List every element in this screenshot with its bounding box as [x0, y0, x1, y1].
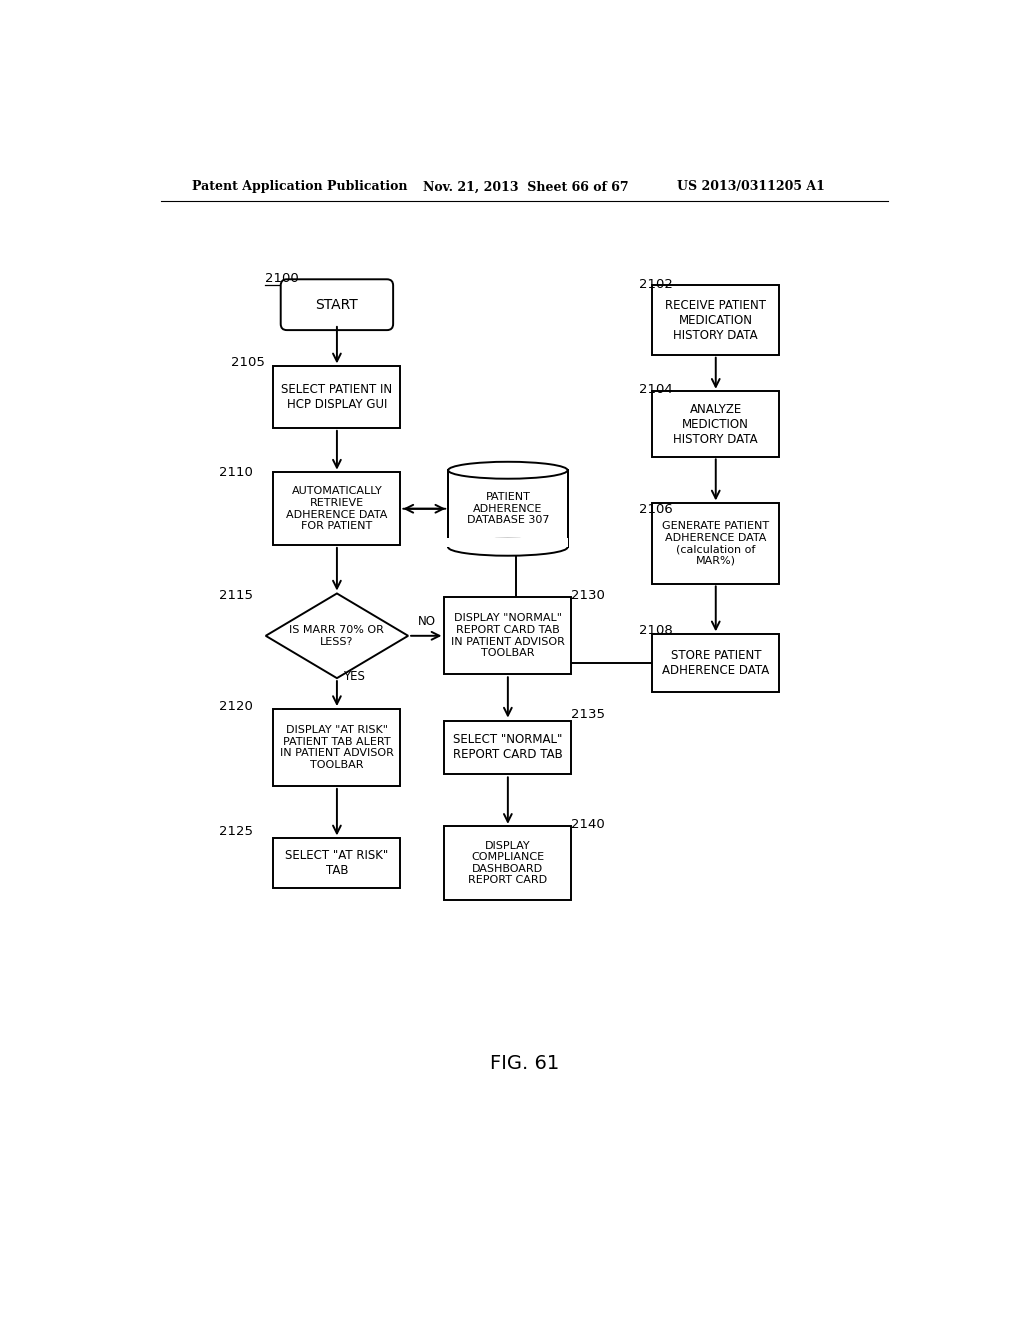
- Text: RECEIVE PATIENT
MEDICATION
HISTORY DATA: RECEIVE PATIENT MEDICATION HISTORY DATA: [666, 298, 766, 342]
- Bar: [273, 367, 400, 428]
- Text: Nov. 21, 2013  Sheet 66 of 67: Nov. 21, 2013 Sheet 66 of 67: [423, 181, 629, 194]
- Text: PATIENT
ADHERENCE
DATABASE 307: PATIENT ADHERENCE DATABASE 307: [467, 492, 549, 525]
- Text: YES: YES: [343, 671, 365, 684]
- Text: DISPLAY
COMPLIANCE
DASHBOARD
REPORT CARD: DISPLAY COMPLIANCE DASHBOARD REPORT CARD: [468, 841, 548, 886]
- Text: SELECT PATIENT IN
HCP DISPLAY GUI: SELECT PATIENT IN HCP DISPLAY GUI: [282, 383, 392, 411]
- Text: 2105: 2105: [230, 355, 264, 368]
- Text: US 2013/0311205 A1: US 2013/0311205 A1: [677, 181, 825, 194]
- Bar: [652, 285, 779, 355]
- Text: FIG. 61: FIG. 61: [490, 1053, 559, 1073]
- Bar: [444, 597, 571, 675]
- FancyBboxPatch shape: [281, 280, 393, 330]
- Text: 2106: 2106: [639, 503, 673, 516]
- Bar: [273, 838, 400, 888]
- Text: 2104: 2104: [639, 383, 673, 396]
- Text: DISPLAY "NORMAL"
REPORT CARD TAB
IN PATIENT ADVISOR
TOOLBAR: DISPLAY "NORMAL" REPORT CARD TAB IN PATI…: [451, 614, 565, 659]
- Text: 2125: 2125: [219, 825, 253, 838]
- Bar: [652, 503, 779, 583]
- Text: 2110: 2110: [219, 466, 253, 479]
- Bar: [444, 721, 571, 775]
- Bar: [444, 826, 571, 899]
- Ellipse shape: [449, 539, 567, 556]
- Polygon shape: [265, 594, 409, 678]
- Text: SELECT "NORMAL"
REPORT CARD TAB: SELECT "NORMAL" REPORT CARD TAB: [453, 734, 563, 762]
- Bar: [652, 391, 779, 457]
- Bar: [449, 470, 567, 548]
- Text: 2135: 2135: [571, 708, 605, 721]
- Bar: [447, 539, 568, 548]
- Text: 2140: 2140: [571, 817, 605, 830]
- Bar: [273, 709, 400, 785]
- Text: Patent Application Publication: Patent Application Publication: [193, 181, 408, 194]
- Text: ANALYZE
MEDICTION
HISTORY DATA: ANALYZE MEDICTION HISTORY DATA: [674, 403, 758, 446]
- Text: NO: NO: [418, 615, 435, 628]
- Text: 2120: 2120: [219, 700, 253, 713]
- Text: 2130: 2130: [571, 589, 605, 602]
- Text: 2100: 2100: [265, 272, 299, 285]
- Text: 2115: 2115: [219, 589, 253, 602]
- Text: 2108: 2108: [639, 624, 673, 638]
- Bar: [273, 473, 400, 545]
- Text: GENERATE PATIENT
ADHERENCE DATA
(calculation of
MAR%): GENERATE PATIENT ADHERENCE DATA (calcula…: [663, 521, 769, 566]
- Text: IS MARR 70% OR
LESS?: IS MARR 70% OR LESS?: [290, 624, 384, 647]
- Text: AUTOMATICALLY
RETRIEVE
ADHERENCE DATA
FOR PATIENT: AUTOMATICALLY RETRIEVE ADHERENCE DATA FO…: [287, 486, 388, 531]
- Text: START: START: [315, 298, 358, 312]
- Text: 2102: 2102: [639, 277, 673, 290]
- Text: SELECT "AT RISK"
TAB: SELECT "AT RISK" TAB: [286, 849, 388, 876]
- Bar: [652, 634, 779, 692]
- Ellipse shape: [449, 462, 567, 479]
- Text: DISPLAY "AT RISK"
PATIENT TAB ALERT
IN PATIENT ADVISOR
TOOLBAR: DISPLAY "AT RISK" PATIENT TAB ALERT IN P…: [280, 725, 394, 770]
- Text: STORE PATIENT
ADHERENCE DATA: STORE PATIENT ADHERENCE DATA: [663, 648, 769, 677]
